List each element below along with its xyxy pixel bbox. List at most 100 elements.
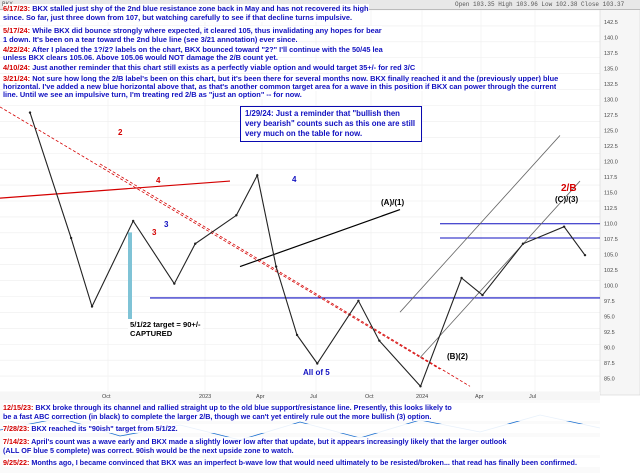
- top-annotation-line: line. Until we see an impulsive turn, I'…: [3, 90, 302, 99]
- wave-label: All of 5: [303, 368, 330, 377]
- y-tick-label: 132.5: [604, 82, 618, 88]
- top-annotation-line: 3/21/24: Not sure how long the 2/B label…: [3, 74, 559, 83]
- bottom-annotation-text: BKX broke through its channel and rallie…: [35, 403, 452, 412]
- price-point: [274, 265, 278, 268]
- callout-box: 1/29/24: Just a reminder that "bullish t…: [240, 106, 422, 142]
- black-trendline: [239, 208, 401, 268]
- y-tick-label: 142.5: [604, 20, 618, 26]
- y-tick-label: 122.5: [604, 144, 618, 150]
- y-tick-label: 87.5: [604, 361, 615, 367]
- top-annotation-text: After I placed the 1?/2? labels on the c…: [31, 45, 383, 54]
- y-tick-label: 102.5: [604, 268, 618, 274]
- price-point: [194, 242, 197, 245]
- red-channel-line: [0, 106, 441, 370]
- top-annotation-text: line. Until we see an impulsive turn, I'…: [3, 90, 302, 99]
- top-annotation-text: BKX stalled just shy of the 2nd blue res…: [32, 4, 369, 13]
- top-annotation-line: unless BKX clears 105.06. Above 105.06 w…: [3, 53, 278, 62]
- price-point: [131, 219, 135, 223]
- x-tick-label: 2023: [199, 394, 211, 400]
- price-point: [460, 276, 463, 280]
- top-annotation-line: 4/22/24: After I placed the 1?/2? labels…: [3, 45, 383, 54]
- callout-date: 1/29/24:: [245, 109, 274, 118]
- wave-label: 2/B: [561, 183, 577, 194]
- top-annotation-date: 5/17/24:: [3, 26, 31, 35]
- wave-label: 3: [152, 228, 157, 237]
- bottom-annotation-text: (ALL OF blue 5 complete) was correct. 90…: [3, 446, 294, 455]
- target-line1: 5/1/22 target = 90+/-: [130, 320, 201, 329]
- target-bar: [128, 232, 132, 335]
- price-point: [235, 214, 238, 217]
- price-point: [295, 333, 299, 337]
- price-point: [316, 362, 319, 365]
- bottom-annotation-line: (ALL OF blue 5 complete) was correct. 90…: [3, 446, 640, 455]
- bottom-annotation-text: BKX reached its "90ish" target from 5/1/…: [31, 424, 178, 433]
- grey-channel-line: [399, 135, 561, 313]
- top-annotation-text: 1 down. It's been on a tear toward the 2…: [3, 35, 298, 44]
- bottom-annotation-line: 12/15/23: BKX broke through its channel …: [3, 403, 640, 412]
- price-point: [90, 305, 94, 308]
- top-annotation-line: horizontal. I've added a new blue horizo…: [3, 82, 557, 91]
- wave-label: 3: [164, 220, 169, 229]
- price-point: [562, 225, 566, 228]
- x-tick-label: Apr: [256, 394, 265, 400]
- target-line2: CAPTURED: [130, 329, 173, 338]
- target-note: 5/1/22 target = 90+/- CAPTURED: [128, 319, 203, 339]
- wave-label: 2: [118, 128, 123, 137]
- top-annotation-text: While BKX did bounce strongly where expe…: [32, 26, 382, 35]
- top-annotation-date: 4/22/24:: [3, 45, 31, 54]
- price-point: [481, 293, 484, 297]
- y-tick-label: 85.0: [604, 377, 615, 383]
- bottom-annotation-date: 7/14/23:: [3, 437, 30, 446]
- top-annotation-line: 1 down. It's been on a tear toward the 2…: [3, 35, 298, 44]
- wave-label: 4: [292, 175, 297, 184]
- top-annotation-date: 6/17/23:: [3, 4, 31, 13]
- x-tick-label: Oct: [102, 394, 111, 400]
- grey-channel-line: [419, 180, 581, 359]
- red-channel-line: [99, 163, 471, 387]
- price-point: [28, 111, 32, 114]
- price-point: [69, 236, 73, 240]
- x-tick-label: 2024: [416, 394, 428, 400]
- top-annotation-text: Just another reminder that this chart st…: [32, 63, 416, 72]
- top-annotation-text: Not sure how long the 2/B label's been o…: [32, 74, 559, 83]
- wave-label: (C)/(3): [555, 195, 579, 204]
- y-tick-label: 135.0: [604, 67, 618, 73]
- y-tick-label: 140.0: [604, 36, 618, 42]
- x-tick-label: Jul: [310, 394, 317, 400]
- y-tick-label: 115.0: [604, 191, 617, 197]
- top-annotation-date: 4/10/24:: [3, 63, 31, 72]
- bottom-annotation-text: April's count was a wave early and BKX m…: [31, 437, 507, 446]
- bottom-annotation-date: 9/25/22:: [3, 458, 30, 467]
- wave-label: (A)/(1): [381, 198, 405, 207]
- bottom-annotation-text: be a fast ABC correction (in black) to c…: [3, 412, 432, 421]
- y-tick-label: 112.5: [604, 206, 617, 212]
- bottom-annotation-text: Months ago, I became convinced that BKX …: [31, 458, 577, 467]
- price-series-line: [29, 112, 586, 388]
- bottom-annotation-line: 7/14/23: April's count was a wave early …: [3, 437, 640, 446]
- top-annotation-line: since. So far, just three down from 107,…: [3, 13, 353, 22]
- price-point: [583, 253, 587, 257]
- y-tick-label: 105.0: [604, 253, 618, 259]
- top-annotation-text: unless BKX clears 105.06. Above 105.06 w…: [3, 53, 278, 62]
- x-axis-strip: [0, 392, 600, 400]
- red-neckline: [0, 180, 231, 199]
- top-annotation-line: 5/17/24: While BKX did bounce strongly w…: [3, 26, 382, 35]
- y-tick-label: 117.5: [604, 175, 617, 181]
- y-tick-label: 90.0: [604, 346, 615, 352]
- price-point: [521, 242, 525, 245]
- y-tick-label: 130.0: [604, 98, 618, 104]
- y-tick-label: 97.5: [604, 299, 615, 305]
- y-tick-label: 92.5: [604, 330, 615, 336]
- y-tick-label: 95.0: [604, 315, 615, 321]
- top-annotation-text: horizontal. I've added a new blue horizo…: [3, 82, 557, 91]
- price-point: [378, 339, 381, 342]
- top-annotation-line: 6/17/23: BKX stalled just shy of the 2nd…: [3, 4, 369, 13]
- bottom-annotation-date: 7/28/23:: [3, 424, 30, 433]
- y-tick-label: 127.5: [604, 113, 618, 119]
- price-point: [357, 299, 360, 302]
- callout-text: Just a reminder that "bullish then very …: [245, 109, 416, 138]
- y-tick-label: 110.0: [604, 222, 617, 228]
- bottom-annotation-line: 9/25/22: Months ago, I became convinced …: [3, 458, 640, 467]
- x-tick-label: Apr: [475, 394, 484, 400]
- y-tick-label: 120.0: [604, 160, 618, 166]
